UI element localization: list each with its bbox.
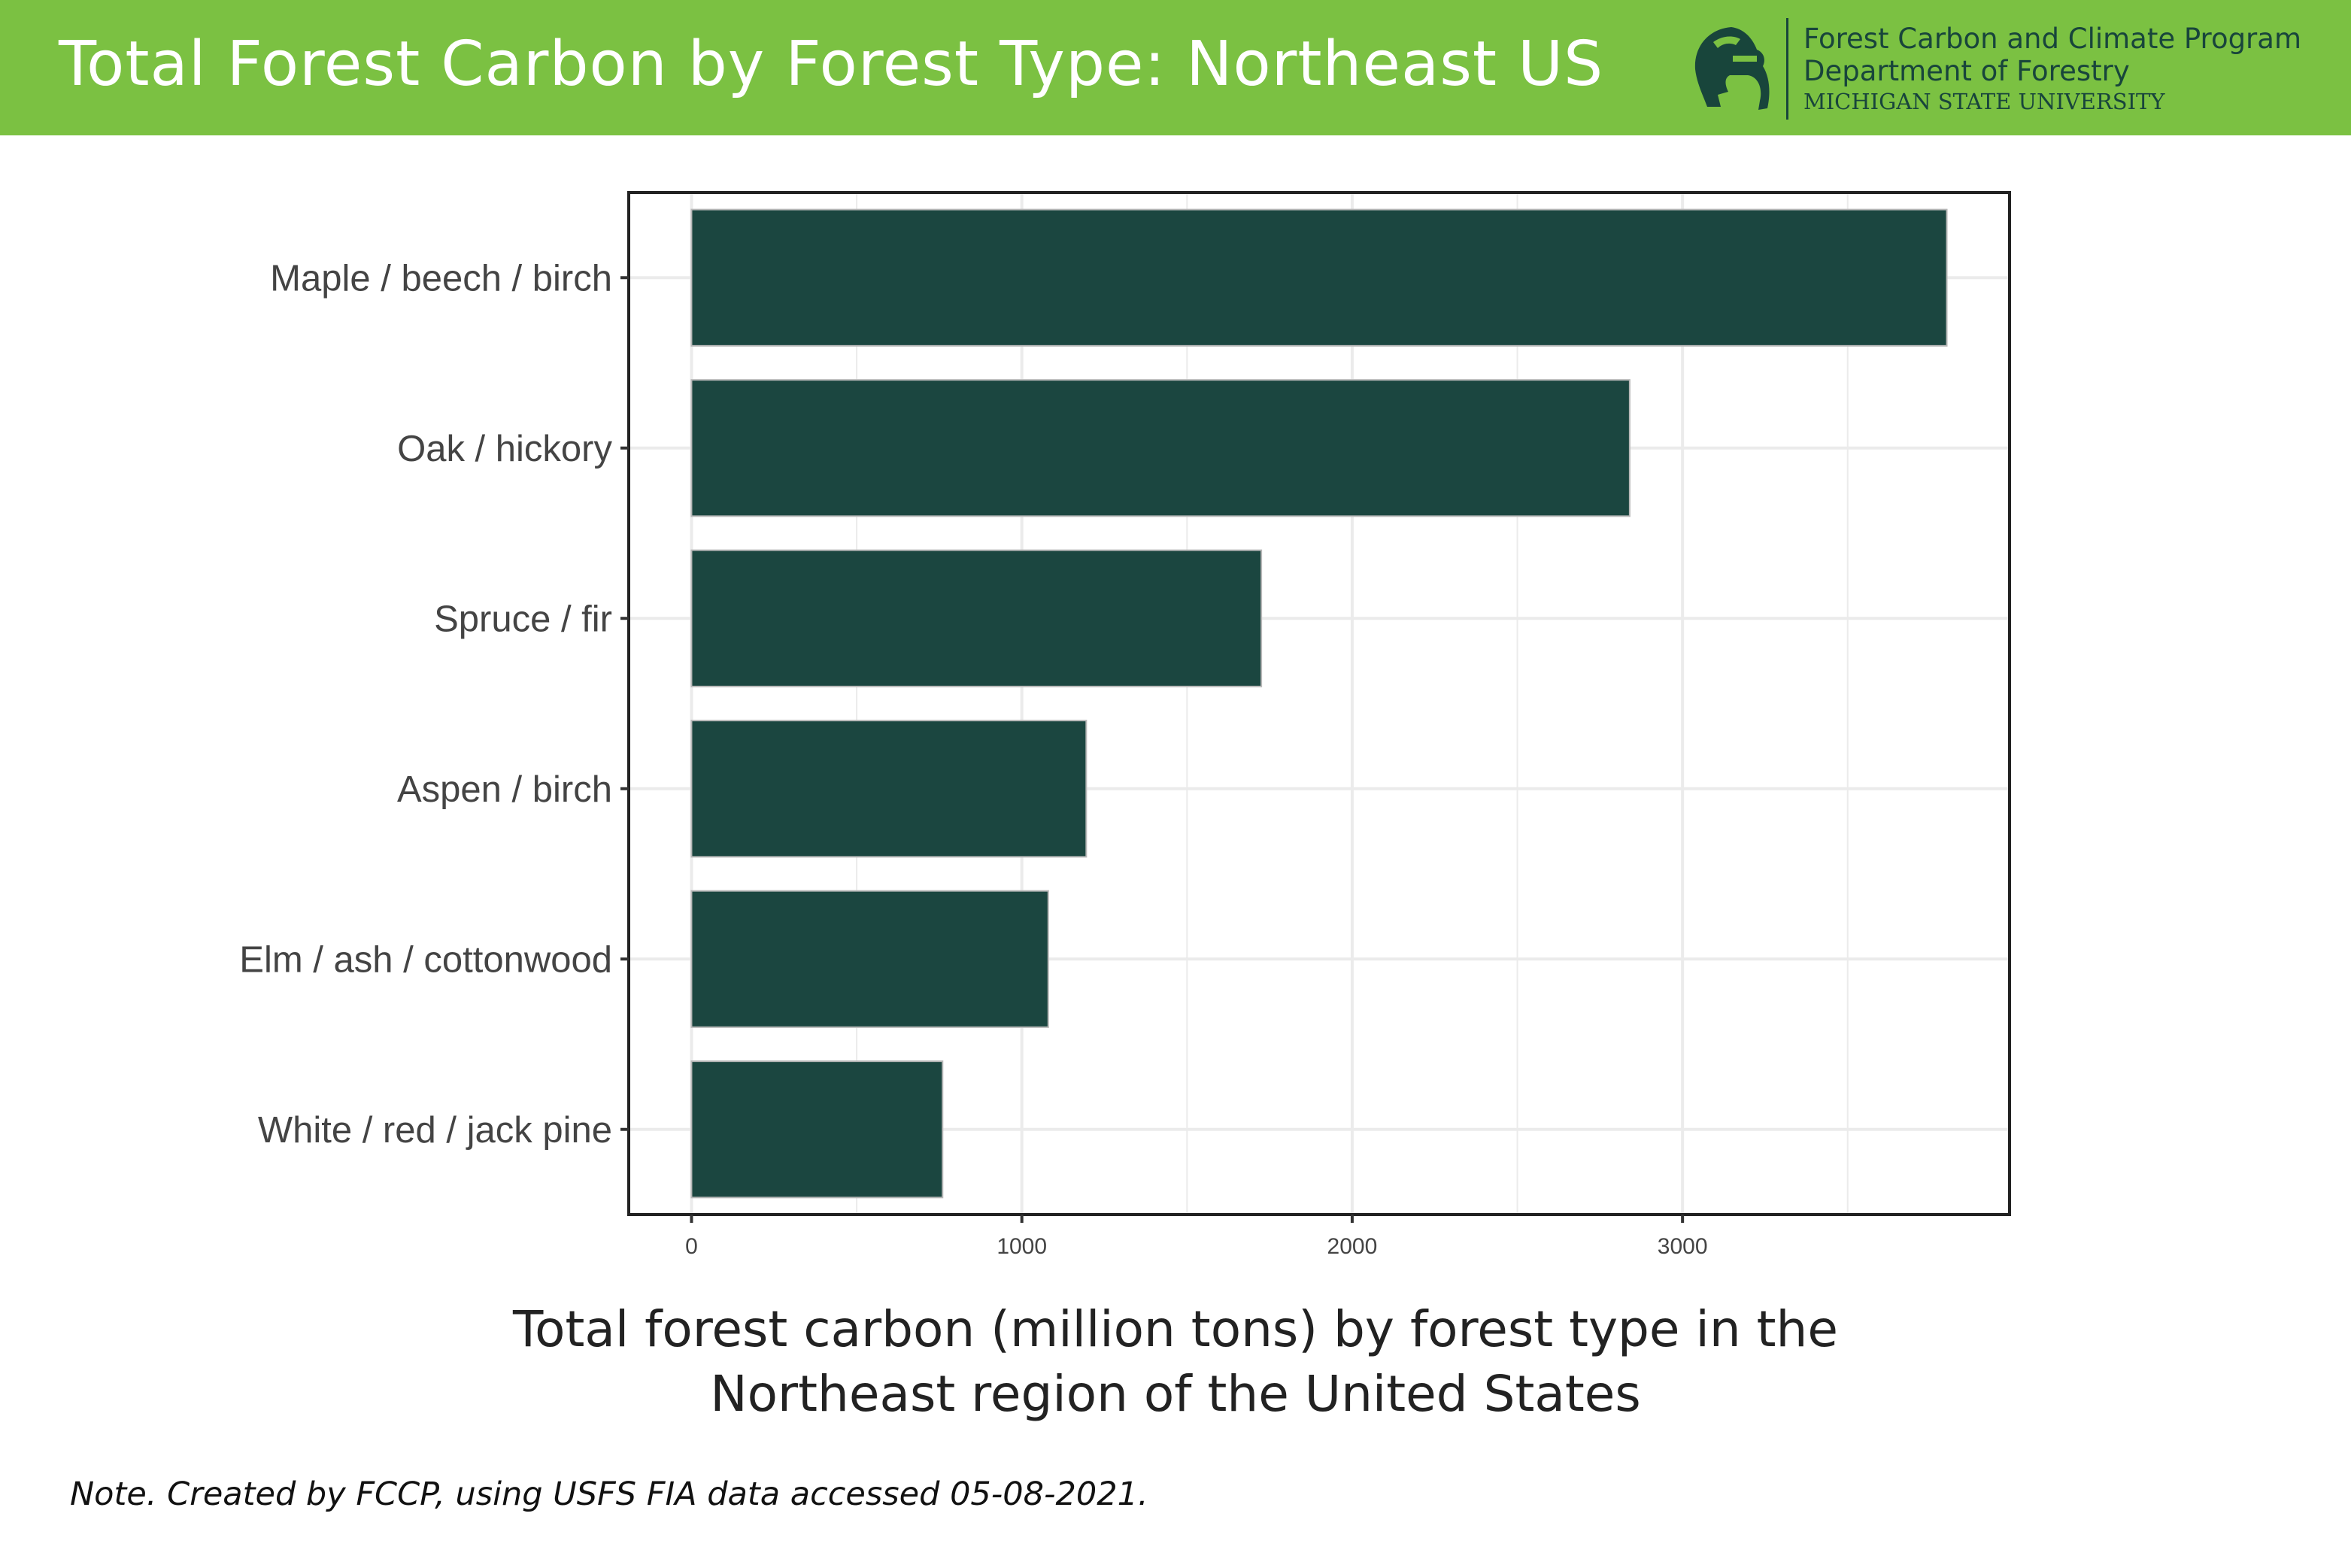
bar <box>690 379 1631 517</box>
category-label: Spruce / fir <box>434 599 612 639</box>
bar <box>690 208 1948 347</box>
caption-line-2: Northeast region of the United States <box>710 1365 1641 1423</box>
bar <box>690 549 1263 687</box>
org-university-name: MICHIGAN STATE UNIVERSITY <box>1803 89 2165 114</box>
org-program-name: Forest Carbon and Climate Program <box>1803 23 2301 55</box>
org-department-name: Department of Forestry <box>1803 55 2130 87</box>
x-tick-label: 3000 <box>1658 1234 1708 1259</box>
category-label: Maple / beech / birch <box>270 258 612 299</box>
category-label: Aspen / birch <box>397 769 612 810</box>
page-title: Total Forest Carbon by Forest Type: Nort… <box>59 29 1604 100</box>
chart-caption: Total forest carbon (million tons) by fo… <box>0 1297 2351 1427</box>
x-tick-label: 1000 <box>997 1234 1047 1259</box>
category-label: Oak / hickory <box>397 429 612 469</box>
category-label: White / red / jack pine <box>258 1110 612 1151</box>
spartan-helmet-icon <box>1694 27 1770 110</box>
header-banner: Total Forest Carbon by Forest Type: Nort… <box>0 0 2351 135</box>
plot-border <box>627 191 2011 1216</box>
bar <box>690 1060 944 1199</box>
caption-line-1: Total forest carbon (million tons) by fo… <box>513 1300 1838 1358</box>
logo-divider <box>1786 18 1788 120</box>
bar <box>690 720 1088 858</box>
x-tick-label: 2000 <box>1327 1234 1378 1259</box>
bar-chart: Maple / beech / birch Oak / hickory Spruce… <box>239 191 2011 1259</box>
category-label: Elm / ash / cottonwood <box>239 939 612 980</box>
x-tick-label: 0 <box>685 1234 698 1259</box>
bar <box>690 890 1049 1028</box>
source-note: Note. Created by FCCP, using USFS FIA da… <box>70 1475 1148 1513</box>
